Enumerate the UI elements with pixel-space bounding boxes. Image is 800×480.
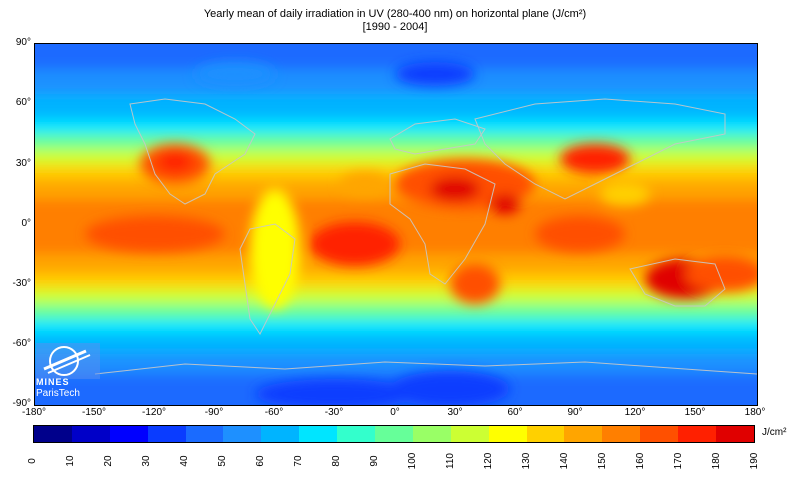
lon-label-0: 0° (390, 407, 400, 418)
colorbar-tick-label: 60 (255, 455, 266, 467)
colorbar-segment (185, 426, 224, 442)
logo-icon (36, 343, 100, 379)
colorbar-tick-label: 180 (711, 452, 722, 470)
lon-label-60w: -60° (264, 407, 284, 418)
lon-label-90w: -90° (204, 407, 224, 418)
colorbar-segment (337, 426, 376, 442)
colorbar-tick-label: 80 (331, 455, 342, 467)
colorbar-segment (678, 426, 717, 442)
lat-label-60s: -60° (12, 338, 31, 349)
logo-text-paristech: ParisTech (36, 388, 80, 399)
uv-irradiation-map (34, 43, 758, 406)
lon-label-150w: -150° (81, 407, 106, 418)
colorbar-tick-label: 20 (103, 455, 114, 467)
colorbar-segment (109, 426, 148, 442)
colorbar-tick-label: 50 (217, 455, 228, 467)
colorbar-segment (375, 426, 413, 442)
colorbar-segment (261, 426, 300, 442)
mines-paristech-logo (36, 343, 100, 401)
colorbar-segment (412, 426, 451, 442)
colorbar-segment (564, 426, 603, 442)
colorbar (33, 425, 755, 443)
colorbar-tick-label: 120 (483, 452, 494, 470)
colorbar-segment (450, 426, 489, 442)
colorbar-segment (299, 426, 338, 442)
lat-label-30n: 30° (15, 158, 31, 169)
map-title-line1: Yearly mean of daily irradiation in UV (… (203, 8, 587, 20)
map-title: Yearly mean of daily irradiation in UV (… (0, 8, 790, 34)
colorbar-tick-label: 100 (407, 452, 418, 470)
colorbar-segment (602, 426, 641, 442)
colorbar-tick-label: 30 (141, 455, 152, 467)
lon-label-180e: 180° (744, 407, 766, 418)
colorbar-tick-label: 170 (673, 452, 684, 470)
colorbar-tick-label: 190 (749, 452, 760, 470)
colorbar-tick-label: 90 (369, 455, 380, 467)
logo-text-mines: MINES (36, 377, 70, 387)
lon-label-150e: 150° (684, 407, 706, 418)
lon-label-180w: -180° (21, 407, 46, 418)
colorbar-tick-label: 10 (65, 455, 76, 467)
lat-label-90n: 90° (15, 37, 31, 48)
lon-label-120e: 120° (624, 407, 646, 418)
lon-label-30e: 30° (447, 407, 463, 418)
lat-label-30s: -30° (12, 278, 31, 289)
colorbar-segment (716, 426, 754, 442)
colorbar-segment (71, 426, 110, 442)
lat-label-90s: -90° (12, 398, 31, 409)
lon-label-30w: -30° (324, 407, 344, 418)
colorbar-segment (488, 426, 527, 442)
map-title-line2: [1990 - 2004] (362, 21, 428, 33)
lon-label-90e: 90° (567, 407, 583, 418)
colorbar-segment (526, 426, 565, 442)
lon-label-120w: -120° (141, 407, 166, 418)
colorbar-segment (223, 426, 262, 442)
colorbar-tick-label: 140 (559, 452, 570, 470)
colorbar-tick-label: 40 (179, 455, 190, 467)
lat-label-60n: 60° (15, 97, 31, 108)
colorbar-unit: J/cm² (762, 427, 787, 438)
colorbar-tick-label: 110 (445, 453, 456, 469)
colorbar-tick-label: 130 (521, 452, 532, 470)
colorbar-tick-label: 160 (635, 452, 646, 470)
map-canvas (35, 44, 757, 405)
colorbar-segment (34, 426, 72, 442)
colorbar-tick-label: 150 (597, 452, 608, 470)
coastlines (94, 98, 757, 375)
colorbar-segment (640, 426, 679, 442)
colorbar-tick-label: 0 (27, 458, 38, 464)
colorbar-segment (147, 426, 186, 442)
colorbar-tick-label: 70 (293, 455, 304, 467)
lat-label-0: 0° (21, 218, 31, 229)
lon-label-60e: 60° (507, 407, 523, 418)
